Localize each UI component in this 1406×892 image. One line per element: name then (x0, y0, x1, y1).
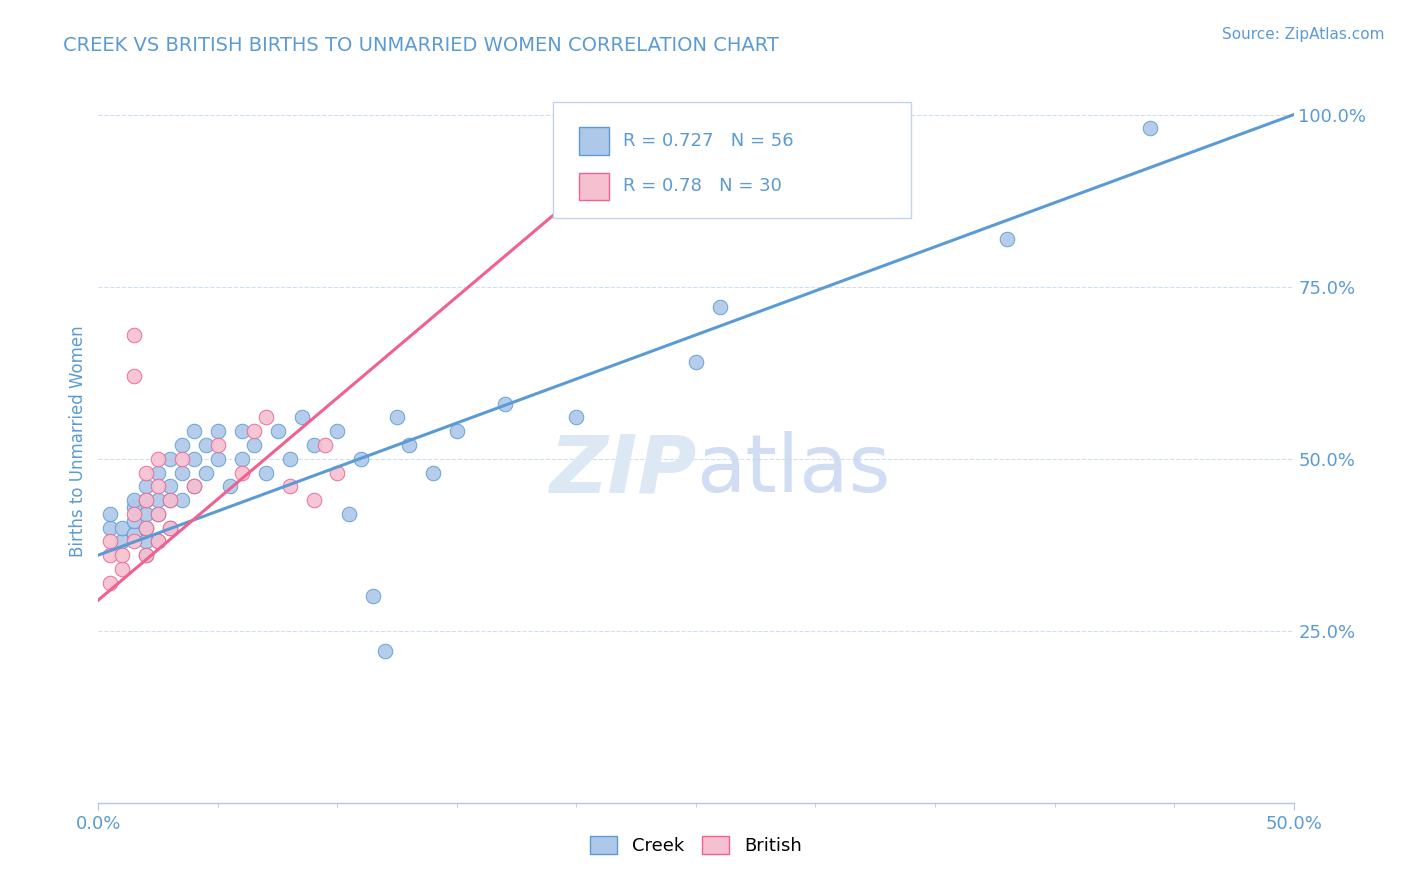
Text: R = 0.727   N = 56: R = 0.727 N = 56 (623, 132, 794, 150)
Point (183, 479, 205, 493)
Point (183, 479, 205, 493)
Point (995, 231, 1018, 245)
Point (148, 493, 170, 508)
Point (148, 479, 170, 493)
Point (326, 466, 349, 480)
Point (159, 493, 181, 508)
Point (326, 424, 349, 438)
Point (219, 479, 242, 493)
Point (254, 410, 277, 425)
Point (207, 438, 229, 452)
Point (98, 575, 122, 590)
Point (98, 520, 122, 534)
Point (613, 121, 636, 136)
Point (1139, 121, 1161, 136)
Point (124, 514, 146, 528)
FancyBboxPatch shape (579, 173, 609, 200)
Point (111, 562, 134, 576)
Point (148, 534, 170, 549)
Point (315, 438, 337, 452)
Point (254, 466, 277, 480)
Point (124, 507, 146, 521)
Point (565, 410, 588, 425)
Point (339, 507, 361, 521)
Point (267, 424, 290, 438)
Y-axis label: Births to Unmarried Women: Births to Unmarried Women (69, 326, 87, 558)
Point (231, 466, 253, 480)
Point (350, 451, 373, 466)
Point (111, 548, 134, 562)
Point (135, 520, 157, 534)
Point (159, 520, 181, 534)
Point (243, 438, 266, 452)
Point (422, 466, 444, 480)
Point (207, 424, 229, 438)
Point (159, 520, 181, 534)
Point (135, 520, 157, 534)
Point (148, 507, 170, 521)
Text: Source: ZipAtlas.com: Source: ZipAtlas.com (1222, 27, 1385, 42)
Text: R = 0.78   N = 30: R = 0.78 N = 30 (623, 178, 782, 195)
Point (172, 466, 194, 480)
Point (195, 438, 218, 452)
Text: atlas: atlas (696, 432, 890, 509)
Point (124, 534, 146, 549)
Text: CREEK VS BRITISH BIRTHS TO UNMARRIED WOMEN CORRELATION CHART: CREEK VS BRITISH BIRTHS TO UNMARRIED WOM… (63, 36, 779, 54)
Point (363, 590, 385, 604)
Legend: Creek, British: Creek, British (583, 829, 808, 863)
FancyBboxPatch shape (553, 102, 911, 218)
Point (148, 451, 170, 466)
Point (494, 397, 516, 411)
Point (159, 493, 181, 508)
Text: ZIP: ZIP (548, 432, 696, 509)
Point (98, 534, 122, 549)
Point (159, 479, 181, 493)
Point (195, 466, 218, 480)
FancyBboxPatch shape (579, 128, 609, 154)
Point (124, 500, 146, 514)
Point (207, 451, 229, 466)
Point (124, 493, 146, 508)
Point (278, 451, 301, 466)
Point (148, 466, 170, 480)
Point (98, 507, 122, 521)
Point (148, 507, 170, 521)
Point (302, 493, 325, 508)
Point (183, 451, 205, 466)
Point (124, 527, 146, 541)
Point (124, 369, 146, 384)
Point (302, 438, 325, 452)
Point (446, 424, 468, 438)
Point (135, 493, 157, 508)
Point (111, 534, 134, 549)
Point (135, 466, 157, 480)
Point (135, 548, 157, 562)
Point (172, 451, 194, 466)
Point (231, 451, 253, 466)
Point (135, 548, 157, 562)
Point (124, 327, 146, 342)
Point (172, 438, 194, 452)
Point (111, 520, 134, 534)
Point (135, 534, 157, 549)
Point (135, 507, 157, 521)
Point (291, 410, 314, 425)
Point (278, 479, 301, 493)
Point (135, 493, 157, 508)
Point (243, 424, 266, 438)
Point (98, 548, 122, 562)
Point (709, 301, 731, 315)
Point (172, 493, 194, 508)
Point (685, 355, 707, 369)
Point (374, 644, 396, 658)
Point (183, 424, 205, 438)
Point (135, 479, 157, 493)
Point (398, 438, 420, 452)
Point (385, 410, 409, 425)
Point (148, 534, 170, 549)
Point (231, 424, 253, 438)
Point (159, 451, 181, 466)
